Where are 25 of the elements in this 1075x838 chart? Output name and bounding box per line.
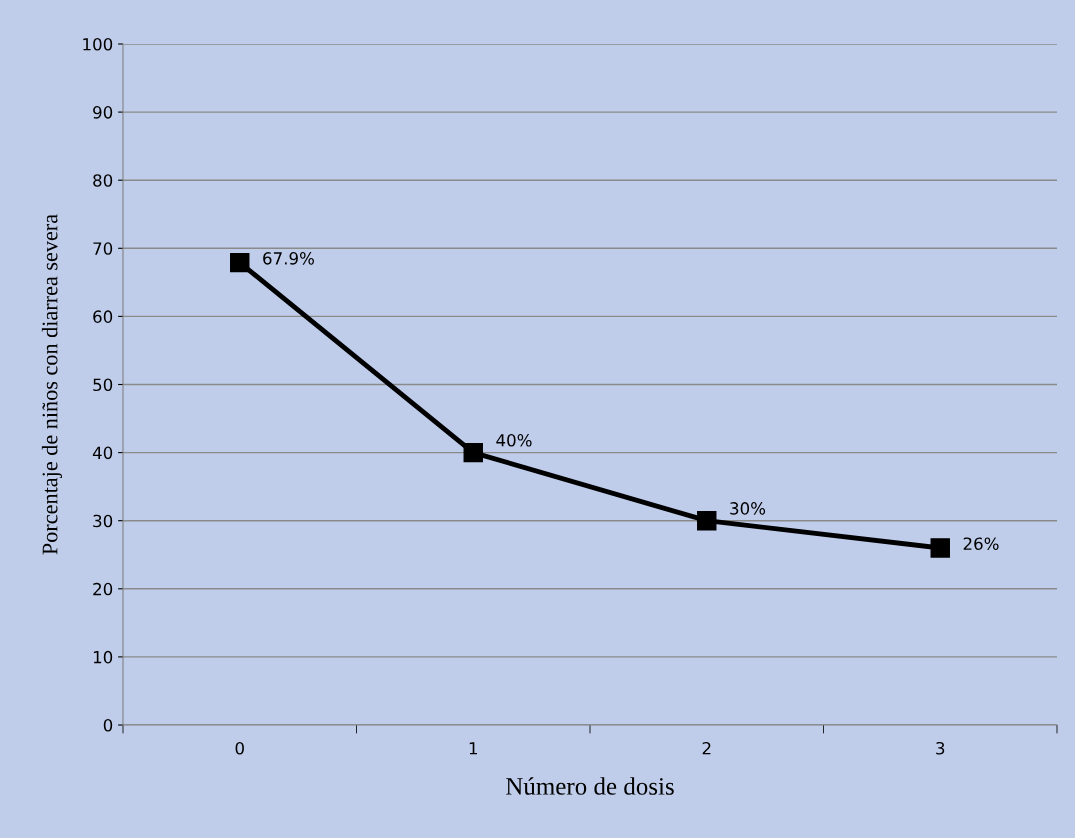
point — [697, 510, 717, 531]
data-label: 30% — [730, 502, 766, 515]
y-tick-label: 60 — [93, 310, 113, 323]
x-tick-label: 1 — [469, 742, 478, 755]
y-tick-label: 50 — [93, 378, 113, 392]
x-tick-label: 0 — [235, 741, 244, 755]
point — [930, 538, 950, 558]
data-label: 67.9% — [263, 252, 314, 265]
point — [463, 442, 483, 463]
data-label: 26% — [963, 537, 999, 550]
y-tick-label: 70 — [93, 242, 113, 255]
x-axis-title: Número de dosis — [506, 777, 674, 795]
y-tick-label: 90 — [93, 106, 113, 119]
y-tick-label: 10 — [93, 650, 113, 664]
point — [230, 252, 250, 273]
y-tick-label: 80 — [93, 174, 113, 187]
y-tick-label: 40 — [92, 446, 113, 460]
x-tick-label: 3 — [936, 741, 945, 755]
data-label: 40% — [496, 433, 532, 447]
y-axis-title: Porcentaje de niños con diarrea severa — [41, 214, 63, 555]
y-tick-label: 30 — [93, 514, 113, 528]
x-tick-label: 2 — [702, 741, 711, 755]
y-tick-label: 20 — [93, 582, 113, 596]
y-tick-label: 100 — [83, 37, 113, 51]
y-tick-label: 0 — [103, 718, 113, 732]
